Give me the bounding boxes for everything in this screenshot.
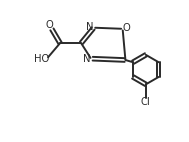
Text: O: O <box>123 23 130 33</box>
Text: Cl: Cl <box>141 97 151 107</box>
Text: HO: HO <box>34 54 49 64</box>
Text: N: N <box>86 22 93 32</box>
Text: N: N <box>83 54 91 64</box>
Text: O: O <box>45 20 53 30</box>
